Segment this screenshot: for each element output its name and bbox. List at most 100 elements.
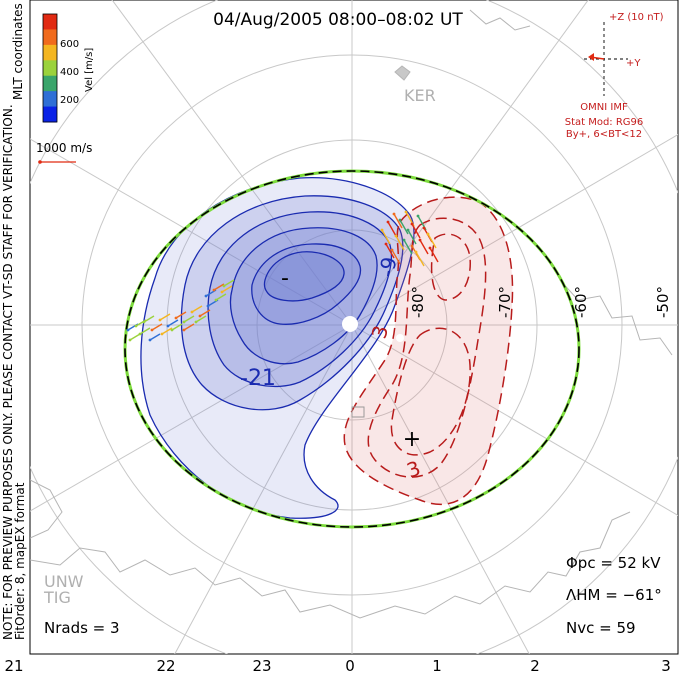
velocity-vector bbox=[143, 315, 155, 323]
pos-contour-3 bbox=[430, 233, 471, 301]
pos-contour-4 bbox=[390, 327, 471, 456]
velocity-vector bbox=[399, 219, 409, 235]
velocity-vector-origin bbox=[214, 298, 218, 302]
mlt-label-1: 1 bbox=[432, 657, 442, 674]
velocity-vector bbox=[387, 221, 397, 237]
mlt-label-22: 22 bbox=[156, 657, 175, 674]
velocity-vector-origin bbox=[206, 304, 210, 308]
imf-model-line2: By+, 6<BT<12 bbox=[566, 129, 642, 140]
positive-cell: + 3 3 bbox=[343, 196, 514, 506]
velocity-vector-origin bbox=[426, 232, 430, 236]
velocity-vector bbox=[429, 247, 439, 263]
velocity-vector bbox=[195, 315, 207, 323]
velocity-vector-origin bbox=[410, 222, 414, 226]
neg-min-marker: - bbox=[281, 266, 289, 291]
imf-source: OMNI IMF bbox=[580, 102, 628, 113]
colorbar-tick-200: 200 bbox=[60, 95, 79, 106]
fit-order-note: FitOrder: 8, mapEX format bbox=[13, 482, 27, 640]
velocity-vector bbox=[427, 233, 437, 249]
meridian bbox=[111, 0, 353, 326]
velocity-vector bbox=[167, 319, 179, 327]
velocity-vector bbox=[183, 315, 195, 323]
velocity-vector-origin bbox=[384, 242, 388, 246]
neg-contour-4 bbox=[229, 227, 378, 365]
station-ker: KER bbox=[404, 86, 436, 105]
colorbar-segment bbox=[43, 44, 57, 61]
velocity-vector bbox=[171, 323, 183, 331]
neg-contour-3 bbox=[207, 211, 393, 388]
velocity-vector-origin bbox=[398, 218, 402, 222]
meridian bbox=[351, 324, 678, 517]
lat-label-80: -80° bbox=[409, 286, 427, 318]
velocity-vector bbox=[419, 239, 429, 255]
lat-label-60: -60° bbox=[572, 286, 590, 318]
velocity-vector-origin bbox=[204, 294, 208, 298]
velocity-vector bbox=[391, 249, 401, 265]
scale-vector-origin bbox=[38, 160, 42, 164]
velocity-vector-origin bbox=[416, 214, 420, 218]
velocity-vector-origin bbox=[390, 248, 394, 252]
velocity-vector bbox=[159, 313, 171, 321]
velocity-vector-origin bbox=[198, 314, 202, 318]
velocity-vectors bbox=[126, 210, 439, 342]
velocity-vector-origin bbox=[212, 288, 216, 292]
velocity-vector bbox=[381, 229, 391, 245]
coastlines bbox=[30, 9, 673, 619]
colorbar-segment bbox=[43, 29, 57, 46]
velocity-vector bbox=[191, 305, 203, 313]
coastline-west bbox=[30, 479, 63, 539]
velocity-vector-origin bbox=[380, 228, 384, 232]
hm-boundary-dash bbox=[124, 170, 580, 528]
pos-contour-1 bbox=[343, 196, 514, 506]
preview-note: NOTE: FOR PREVIEW PURPOSES ONLY. PLEASE … bbox=[1, 104, 15, 640]
colorbar-segment bbox=[43, 75, 57, 92]
velocity-vector-origin bbox=[422, 226, 426, 230]
velocity-vector bbox=[403, 239, 413, 255]
neg-contour-label-21: -21 bbox=[240, 366, 276, 391]
colorbar-tick-400: 400 bbox=[60, 67, 79, 78]
velocity-vector bbox=[411, 223, 421, 239]
velocity-vector-origin bbox=[386, 220, 390, 224]
mlt-axis: 21 22 23 0 1 2 3 bbox=[4, 657, 670, 674]
velocity-vector-origin bbox=[174, 316, 178, 320]
pos-contour-label-3a: 3 bbox=[367, 323, 393, 342]
velocity-vector-origin bbox=[220, 290, 224, 294]
lat-label-70: -70° bbox=[496, 286, 514, 318]
velocity-vector-origin bbox=[128, 338, 132, 342]
station-unw: UNW bbox=[44, 572, 84, 591]
velocity-vector-origin bbox=[166, 324, 170, 328]
colorbar: 600 400 200 Vel [m/s] bbox=[42, 13, 95, 123]
velocity-vector bbox=[175, 311, 187, 319]
stat-n-vc: Nvc = 59 bbox=[566, 619, 636, 637]
neg-contour-5 bbox=[251, 243, 362, 325]
meridian bbox=[351, 133, 678, 326]
velocity-vector-origin bbox=[418, 238, 422, 242]
imf-clock: +Z (10 nT) +Y OMNI IMF Stat Mod: RG96 By… bbox=[565, 12, 664, 140]
colorbar-label: Vel [m/s] bbox=[84, 48, 95, 92]
coordinates-label: MLT coordinates bbox=[11, 3, 25, 100]
meridian bbox=[30, 324, 353, 512]
velocity-vector-origin bbox=[148, 338, 152, 342]
velocity-vector bbox=[149, 333, 161, 341]
velocity-vector-origin bbox=[182, 328, 186, 332]
velocity-vector-origin bbox=[134, 324, 138, 328]
velocity-vector-origin bbox=[126, 328, 130, 332]
velocity-vector-origin bbox=[138, 332, 142, 336]
velocity-vector-origin bbox=[158, 318, 162, 322]
velocity-vector bbox=[407, 229, 417, 245]
stat-phi-pc: Φpc = 52 kV bbox=[566, 554, 661, 572]
imf-model-line1: Stat Mod: RG96 bbox=[565, 117, 644, 128]
colorbar-segment bbox=[43, 60, 57, 77]
fit-statistics: Φpc = 52 kV ΛHM = −61° Nvc = 59 Nrads = … bbox=[44, 554, 662, 637]
velocity-vector bbox=[415, 251, 425, 267]
chart-title: 04/Aug/2005 08:00–08:02 UT bbox=[213, 10, 463, 30]
negative-cell: - -9 -21 bbox=[140, 176, 415, 519]
colorbar-tick-600: 600 bbox=[60, 39, 79, 50]
velocity-vector-origin bbox=[222, 284, 226, 288]
velocity-vector-origin bbox=[182, 320, 186, 324]
velocity-vector-origin bbox=[414, 250, 418, 254]
colorbar-segment bbox=[43, 91, 57, 108]
velocity-vector bbox=[183, 323, 195, 331]
meridian bbox=[30, 138, 353, 326]
